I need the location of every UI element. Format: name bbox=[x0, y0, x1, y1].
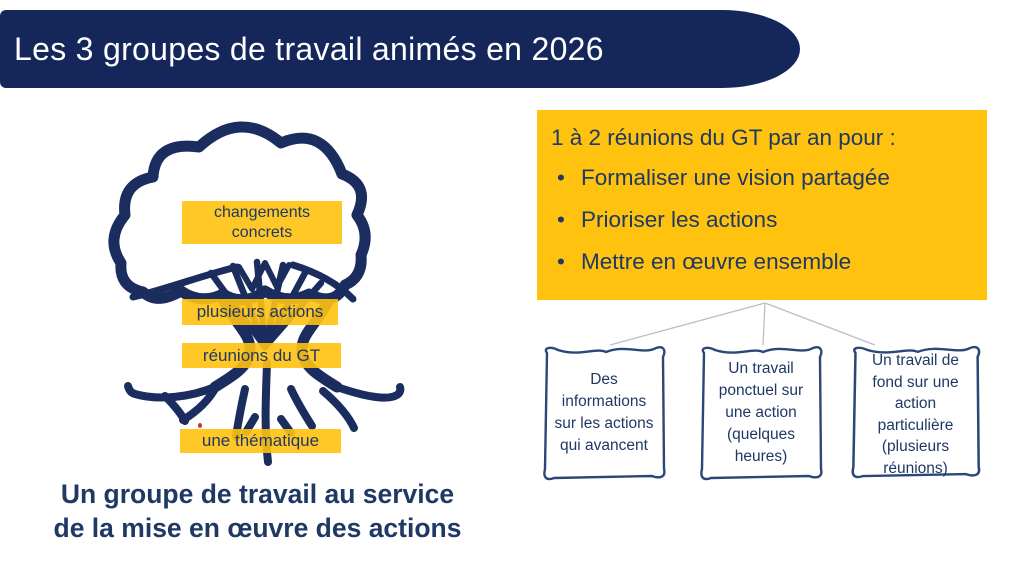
info-card-3: Un travail de fond sur une action partic… bbox=[846, 343, 985, 481]
bullet-icon: • bbox=[557, 207, 565, 232]
bullet-icon: • bbox=[557, 165, 565, 190]
tree-label-une-thematique: une thématique bbox=[180, 429, 341, 453]
tree-label-reunions-du-gt: réunions du GT bbox=[182, 343, 341, 368]
panel-bullet-1: • Formaliser une vision partagée bbox=[551, 163, 973, 192]
slide-title: Les 3 groupes de travail animés en 2026 bbox=[14, 30, 604, 67]
panel-bullet-3-text: Mettre en œuvre ensemble bbox=[581, 249, 852, 274]
panel-bullet-2: • Prioriser les actions bbox=[551, 205, 973, 234]
tree-label-plusieurs-actions: plusieurs actions bbox=[182, 299, 338, 325]
panel-bullet-1-text: Formaliser une vision partagée bbox=[581, 165, 890, 190]
card-sketch-border bbox=[543, 346, 666, 481]
info-card-2-text: Un travail ponctuel sur une action (quel… bbox=[718, 360, 804, 465]
tree-caption: Un groupe de travail au service de la mi… bbox=[15, 477, 500, 545]
connector-lines bbox=[609, 302, 876, 346]
tree-caption-line-2: de la mise en œuvre des actions bbox=[53, 513, 462, 543]
card-sketch-border bbox=[851, 346, 981, 479]
gt-meetings-panel: 1 à 2 réunions du GT par an pour : • For… bbox=[537, 110, 987, 300]
bullet-icon: • bbox=[557, 249, 565, 274]
card-sketch-border bbox=[700, 346, 823, 481]
info-card-2: Un travail ponctuel sur une action (quel… bbox=[695, 343, 827, 483]
info-card-3-text: Un travail de fond sur une action partic… bbox=[871, 352, 959, 477]
tree-drawing-icon bbox=[108, 121, 405, 466]
red-speck bbox=[198, 423, 202, 428]
tree-label-changements-concrets: changements concrets bbox=[182, 201, 342, 244]
tree-caption-line-1: Un groupe de travail au service bbox=[60, 479, 455, 509]
tree-illustration: changements concrets plusieurs actions r… bbox=[15, 121, 500, 545]
panel-title: 1 à 2 réunions du GT par an pour : bbox=[551, 125, 896, 150]
info-card-1-text: Des informations sur les actions qui ava… bbox=[554, 371, 654, 454]
title-banner: Les 3 groupes de travail animés en 2026 bbox=[0, 10, 800, 88]
info-card-1: Des informations sur les actions qui ava… bbox=[538, 343, 670, 483]
panel-bullet-3: • Mettre en œuvre ensemble bbox=[551, 247, 973, 276]
panel-bullet-2-text: Prioriser les actions bbox=[581, 207, 778, 232]
